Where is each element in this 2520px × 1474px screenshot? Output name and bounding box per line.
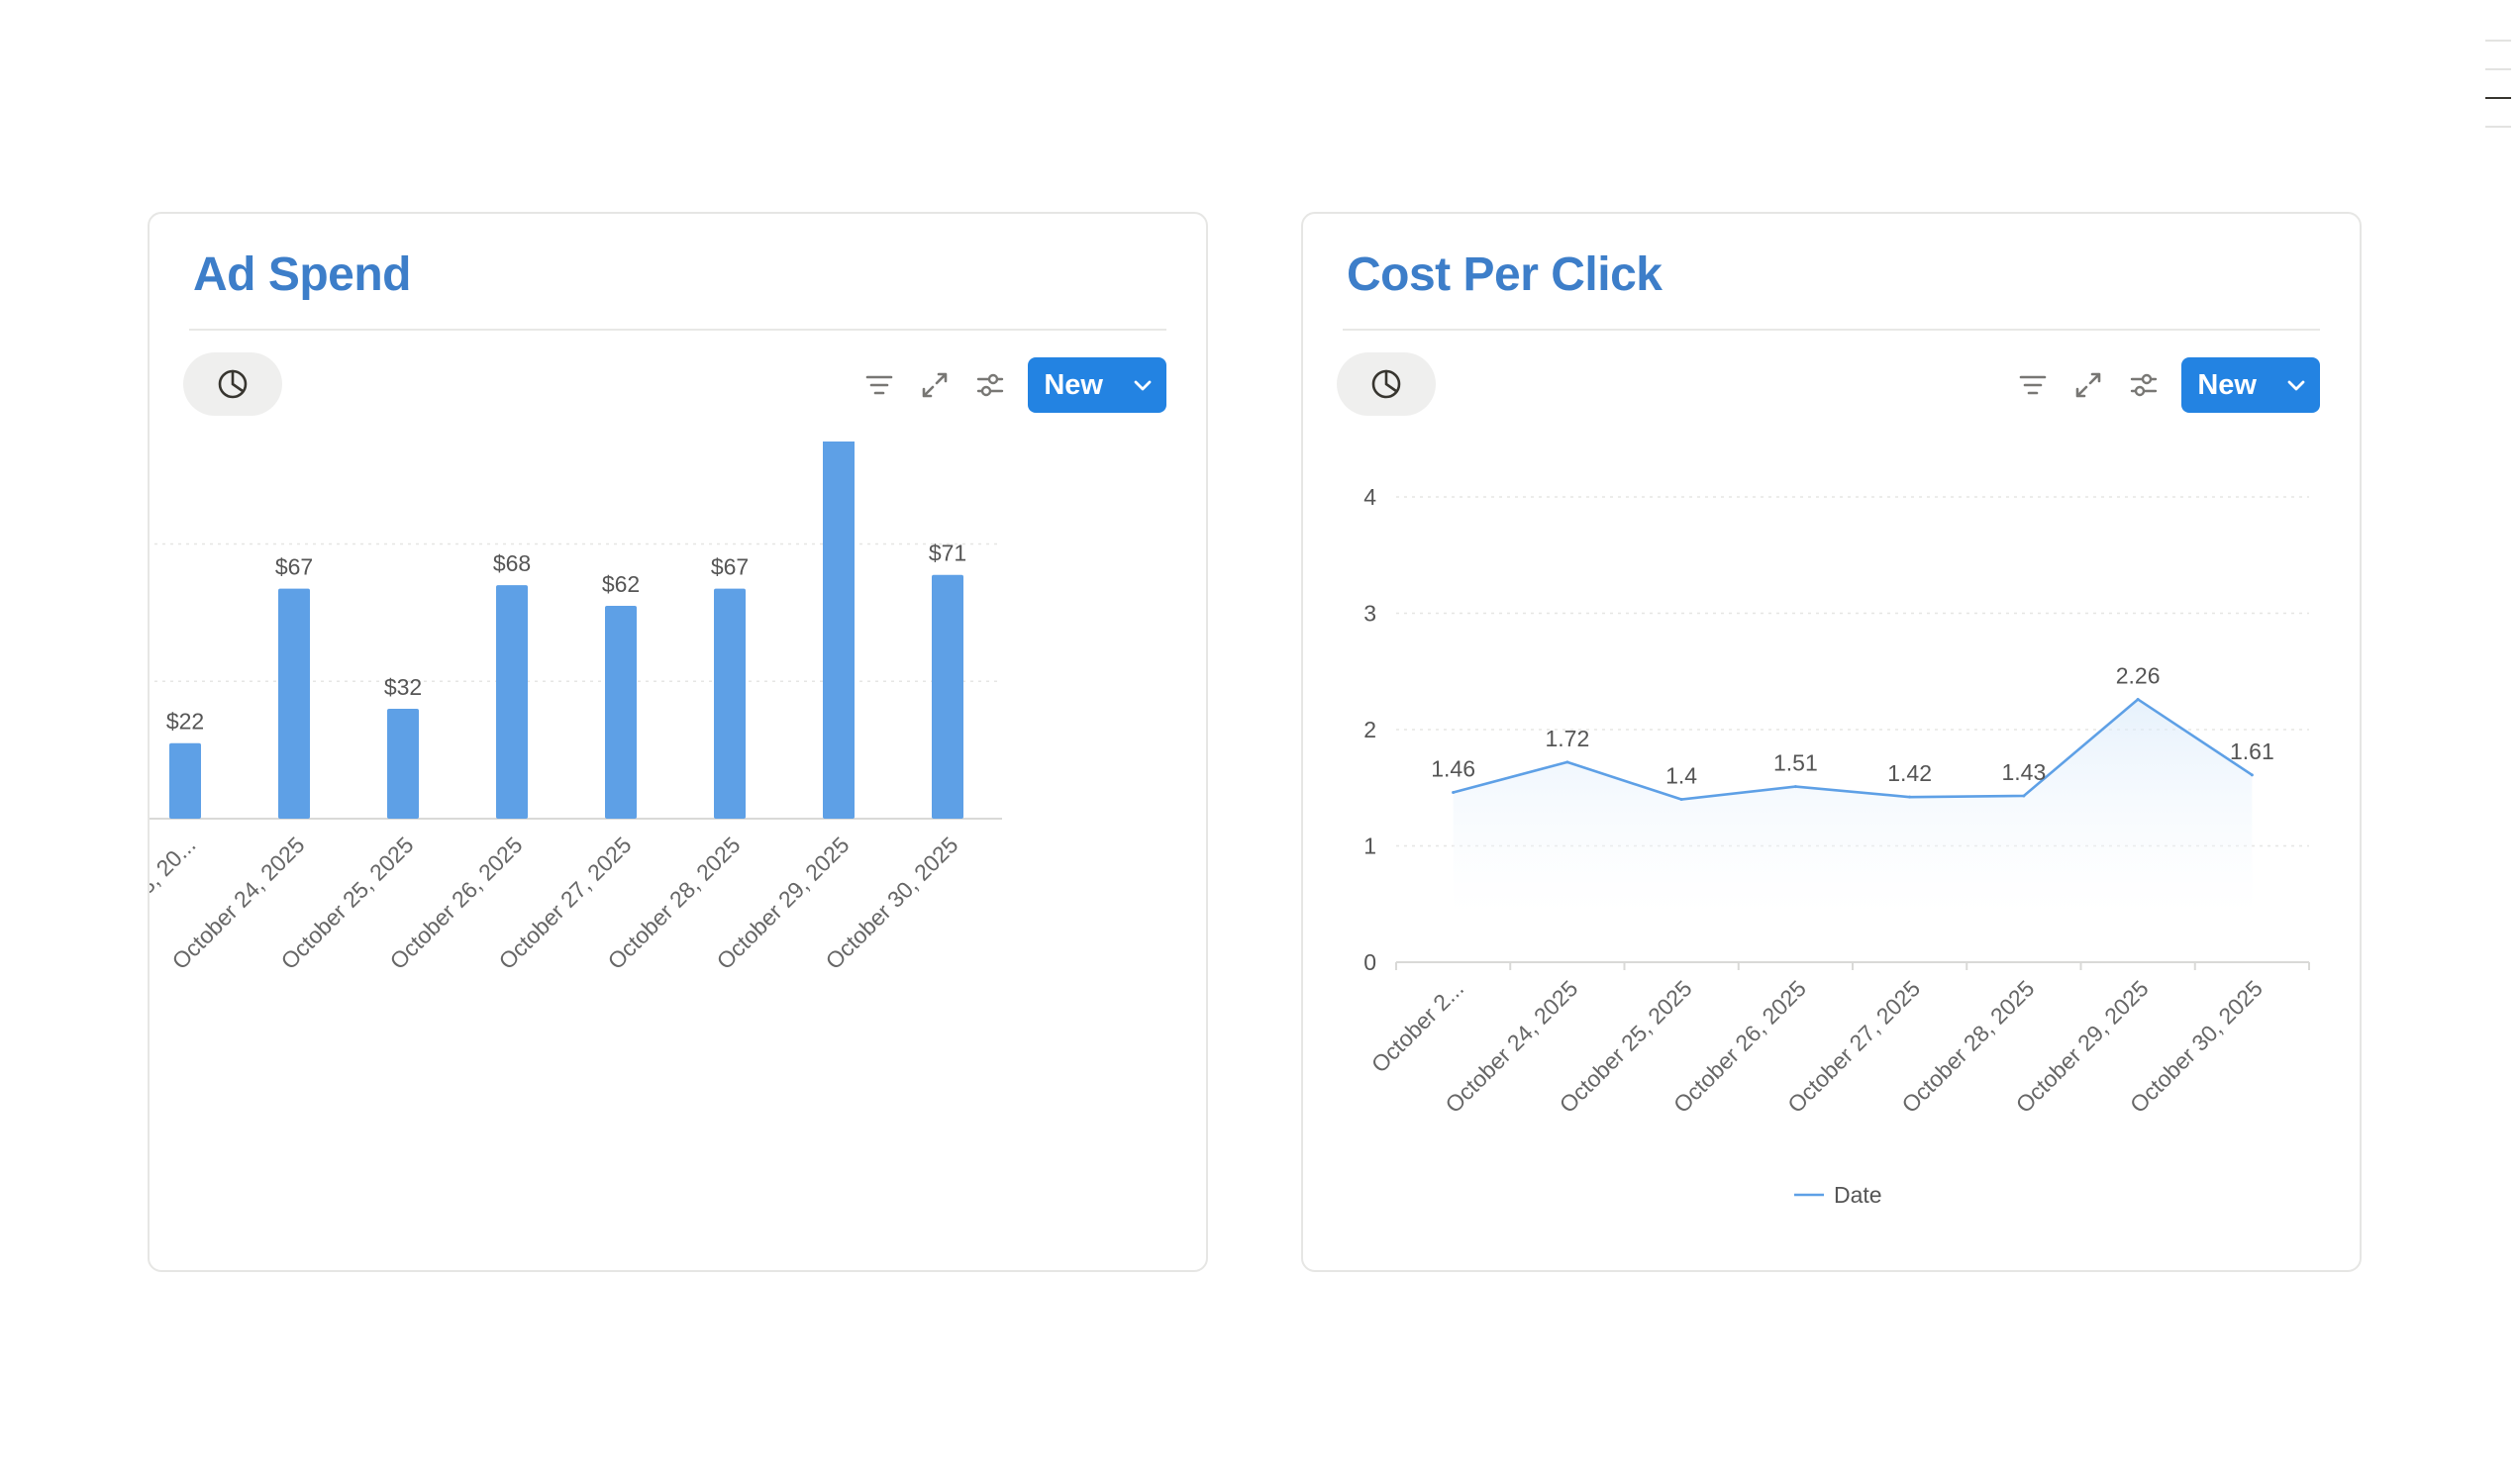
- point-value-label: 2.26: [2116, 662, 2161, 688]
- y-tick-label: 1: [1363, 834, 1376, 859]
- y-tick-label: 2: [1363, 717, 1376, 742]
- point-value-label: 1.43: [2001, 759, 2046, 785]
- bar: [387, 709, 419, 819]
- point-value-label: 1.42: [1887, 760, 1932, 786]
- new-button-label: New: [1044, 368, 1103, 401]
- data-point: [1908, 795, 1912, 799]
- filter-button[interactable]: [2005, 357, 2061, 413]
- ad-spend-card: Ad Spend New: [148, 212, 1208, 1272]
- settings-button[interactable]: [2116, 357, 2171, 413]
- bar: [823, 442, 855, 819]
- outline-mark-active[interactable]: [2485, 97, 2511, 99]
- bar: [496, 585, 528, 819]
- new-button[interactable]: New: [2181, 357, 2320, 413]
- point-value-label: 1.46: [1431, 755, 1475, 781]
- new-button[interactable]: New: [1028, 357, 1166, 413]
- data-point: [1679, 798, 1683, 801]
- title-divider: [189, 329, 1166, 331]
- bar-value-label: $68: [493, 550, 531, 576]
- y-tick-label: 0: [1363, 949, 1376, 975]
- bar: [932, 574, 963, 819]
- point-value-label: 1.72: [1545, 726, 1589, 751]
- title-divider: [1343, 329, 2320, 331]
- expand-icon: [2076, 372, 2101, 398]
- bar: [714, 588, 746, 819]
- bar-value-label: $32: [384, 674, 422, 700]
- filter-icon: [2020, 375, 2047, 395]
- y-tick-label: 4: [1363, 484, 1376, 510]
- cost-per-click-card: Cost Per Click New: [1301, 212, 2362, 1272]
- bar-value-label: $67: [275, 554, 313, 580]
- data-point: [1565, 760, 1569, 764]
- bar: [278, 588, 310, 819]
- settings-button[interactable]: [962, 357, 1018, 413]
- chart-pie-icon: [1371, 369, 1401, 399]
- point-value-label: 1.4: [1665, 763, 1697, 789]
- chevron-down-icon: [2287, 380, 2305, 391]
- bar-value-label: $71: [929, 540, 966, 566]
- data-point: [1452, 790, 1456, 794]
- ad-spend-bar-chart: $0$40$80$120$160$22October 23, 20...$67O…: [150, 442, 1002, 974]
- outline-mark[interactable]: [2485, 68, 2511, 70]
- series-area: [1453, 699, 2253, 916]
- outline-mark[interactable]: [2485, 126, 2511, 128]
- new-button-label: New: [2197, 368, 2257, 401]
- card-title: Cost Per Click: [1347, 248, 1663, 301]
- bar-value-label: $22: [166, 709, 204, 735]
- series-line: [1453, 697, 2254, 801]
- outline-mark[interactable]: [2485, 40, 2511, 42]
- card-title: Ad Spend: [193, 248, 412, 301]
- data-point: [2022, 794, 2026, 798]
- point-value-label: 1.61: [2230, 738, 2274, 764]
- x-tick-label: October 2...: [1366, 975, 1468, 1077]
- sliders-icon: [977, 373, 1004, 397]
- chart-view-button[interactable]: [183, 352, 282, 416]
- chevron-down-icon: [1134, 380, 1152, 391]
- card-toolbar: New: [2005, 357, 2320, 413]
- bar: [605, 605, 637, 819]
- expand-button[interactable]: [907, 357, 962, 413]
- point-value-label: 1.51: [1773, 750, 1818, 776]
- new-dropdown-toggle[interactable]: [2272, 357, 2320, 413]
- filter-button[interactable]: [852, 357, 907, 413]
- y-tick-label: 3: [1363, 601, 1376, 627]
- chart-pie-icon: [218, 369, 248, 399]
- new-dropdown-toggle[interactable]: [1119, 357, 1166, 413]
- bar-value-label: $62: [602, 571, 640, 597]
- expand-button[interactable]: [2061, 357, 2116, 413]
- card-toolbar: New: [852, 357, 1166, 413]
- bar-value-label: $67: [711, 554, 749, 580]
- data-point: [1793, 785, 1797, 789]
- bar: [169, 742, 201, 819]
- filter-icon: [866, 375, 893, 395]
- data-point: [2250, 773, 2254, 777]
- page-outline[interactable]: [2485, 40, 2515, 154]
- chart-view-button[interactable]: [1337, 352, 1436, 416]
- legend-label: Date: [1834, 1182, 1882, 1208]
- sliders-icon: [2131, 373, 2158, 397]
- expand-icon: [923, 372, 948, 398]
- data-point: [2136, 697, 2140, 701]
